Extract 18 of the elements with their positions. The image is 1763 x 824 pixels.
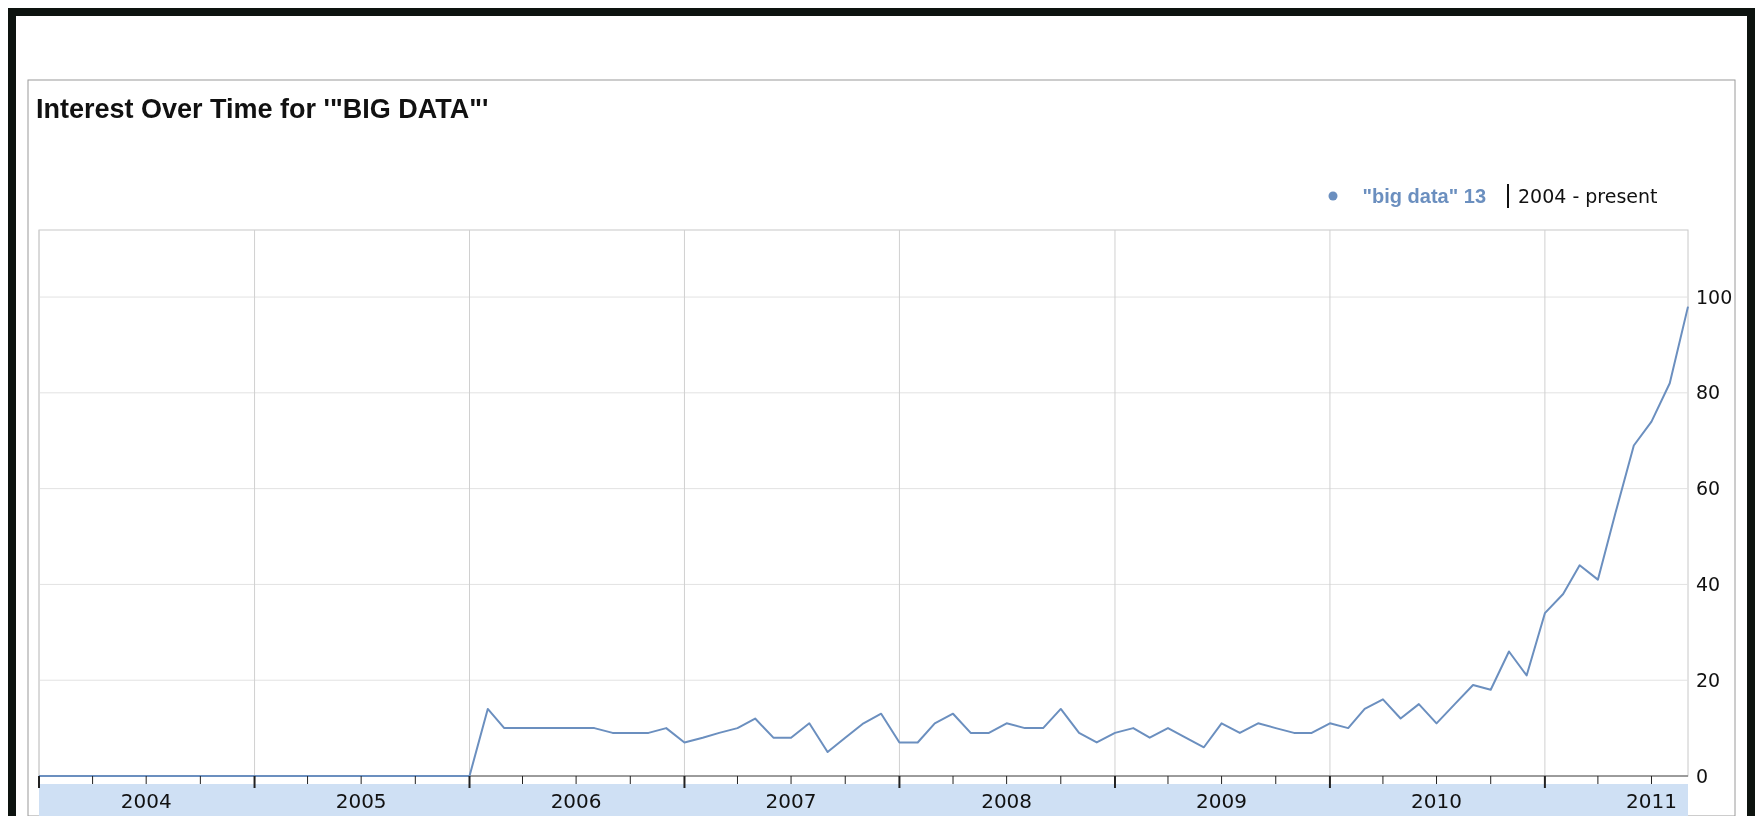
x-tick-label: 2007 [765, 789, 817, 813]
x-tick-label: 2005 [335, 789, 387, 813]
y-tick-label: 40 [1696, 573, 1721, 596]
x-tick-label: 2009 [1196, 789, 1248, 813]
y-tick-label: 0 [1696, 764, 1709, 787]
x-tick-label: 2008 [981, 789, 1033, 813]
y-tick-label: 80 [1696, 381, 1721, 404]
x-tick-label: 2010 [1411, 789, 1462, 813]
y-tick-label: 100 [1696, 285, 1733, 308]
line-series [38, 305, 1689, 777]
chart-title: Interest Over Time for '"BIG DATA"' [36, 94, 489, 124]
x-tick-label: 2006 [550, 789, 602, 813]
x-tick-label: 2011 [1626, 789, 1677, 813]
legend-label: "big data" 13 [1362, 185, 1486, 207]
chart-subtitle: 2004 - present [1518, 185, 1658, 207]
y-tick-label: 20 [1696, 668, 1721, 691]
y-tick-label: 60 [1696, 477, 1721, 500]
x-tick-label: 2004 [120, 789, 172, 813]
